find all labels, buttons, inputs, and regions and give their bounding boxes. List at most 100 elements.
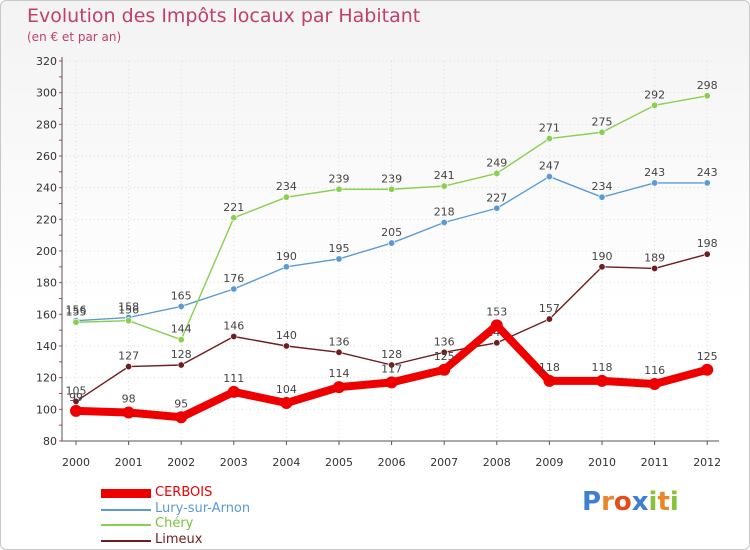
data-label: 118: [539, 361, 560, 374]
data-label: 205: [381, 226, 402, 239]
data-label: 298: [697, 79, 718, 92]
data-label: 146: [223, 320, 244, 333]
data-point: [230, 285, 238, 293]
data-label: 114: [329, 367, 350, 380]
data-label: 157: [539, 302, 560, 315]
data-label: 156: [66, 304, 87, 317]
data-point: [177, 336, 185, 344]
legend-swatch: [101, 524, 151, 526]
data-point: [598, 263, 606, 271]
data-label: 218: [434, 206, 455, 219]
data-label: 155: [66, 305, 87, 318]
data-point: [280, 397, 293, 409]
data-point: [230, 214, 238, 222]
data-label: 234: [276, 180, 297, 193]
data-point: [493, 339, 501, 347]
data-label: 99: [69, 391, 83, 404]
legend-label: CERBOIS: [155, 485, 213, 500]
chart-title: Evolution des Impôts locaux par Habitant: [27, 5, 421, 27]
data-point: [703, 179, 711, 187]
logo-letter: P: [582, 487, 602, 517]
data-point: [651, 101, 659, 109]
data-label: 239: [329, 172, 350, 185]
legend-label: Lury-sur-Arnon: [155, 500, 251, 516]
y-tick-label: 100: [36, 403, 57, 416]
data-label: 275: [592, 115, 613, 128]
data-label: 127: [118, 350, 139, 363]
y-tick-label: 180: [36, 277, 57, 290]
legend-label: Chéry: [155, 516, 194, 531]
data-point: [282, 342, 290, 350]
x-tick-label: 2002: [167, 456, 195, 469]
data-point: [388, 185, 396, 193]
data-label: 136: [434, 335, 455, 348]
x-tick-label: 2009: [535, 456, 563, 469]
data-point: [282, 193, 290, 201]
data-label: 165: [171, 289, 192, 302]
data-label: 243: [644, 166, 665, 179]
data-point: [493, 169, 501, 177]
legend-swatch: [101, 508, 151, 511]
data-point: [651, 264, 659, 272]
data-label: 125: [434, 350, 455, 363]
data-point: [385, 376, 398, 389]
data-label: 153: [486, 305, 507, 318]
data-point: [701, 363, 714, 376]
logo-letter: r: [601, 487, 614, 517]
legend-swatch: [101, 489, 151, 498]
y-tick-label: 140: [36, 340, 57, 353]
y-tick-label: 220: [36, 213, 57, 226]
data-label: 239: [381, 172, 402, 185]
data-label: 247: [539, 160, 560, 173]
data-point: [703, 250, 711, 258]
data-label: 111: [223, 372, 244, 385]
data-point: [598, 193, 606, 201]
data-label: 243: [697, 166, 718, 179]
data-point: [543, 374, 556, 387]
legend-swatch: [101, 539, 151, 542]
data-label: 158: [118, 301, 139, 314]
data-label: 221: [223, 201, 244, 214]
data-label: 176: [223, 272, 244, 285]
data-point: [335, 348, 343, 356]
x-tick-label: 2001: [115, 456, 143, 469]
data-point: [490, 319, 503, 332]
data-label: 128: [381, 348, 402, 361]
legend-item: Lury-sur-Arnon: [101, 501, 361, 517]
x-tick-label: 2003: [220, 456, 248, 469]
data-label: 241: [434, 169, 455, 182]
data-point: [175, 411, 188, 424]
data-point: [651, 179, 659, 187]
data-point: [335, 185, 343, 193]
data-label: 190: [592, 250, 613, 263]
data-point: [545, 315, 553, 323]
x-tick-label: 2010: [588, 456, 616, 469]
data-label: 98: [122, 393, 136, 406]
x-tick-label: 2000: [62, 456, 90, 469]
data-point: [125, 363, 133, 371]
x-tick-label: 2008: [483, 456, 511, 469]
x-tick-label: 2004: [272, 456, 300, 469]
data-point: [598, 128, 606, 136]
logo-letter: t: [657, 487, 670, 517]
proxiti-logo: Proxiti: [582, 487, 679, 517]
x-tick-label: 2006: [378, 456, 406, 469]
y-tick-label: 80: [43, 435, 57, 448]
data-point: [388, 239, 396, 247]
legend-item: Limeux: [101, 532, 361, 548]
legend-item: CERBOIS: [101, 485, 361, 501]
data-label: 198: [697, 237, 718, 250]
x-tick-label: 2005: [325, 456, 353, 469]
series-cerbois: 99 98 95 111 104 114 117 125 153 118 118 116 125: [69, 305, 718, 424]
data-point: [703, 92, 711, 100]
data-label: 156: [118, 304, 139, 317]
legend-item: Chéry: [101, 516, 361, 532]
logo-letter: i: [669, 487, 679, 517]
data-label: 195: [329, 242, 350, 255]
data-point: [70, 404, 82, 417]
